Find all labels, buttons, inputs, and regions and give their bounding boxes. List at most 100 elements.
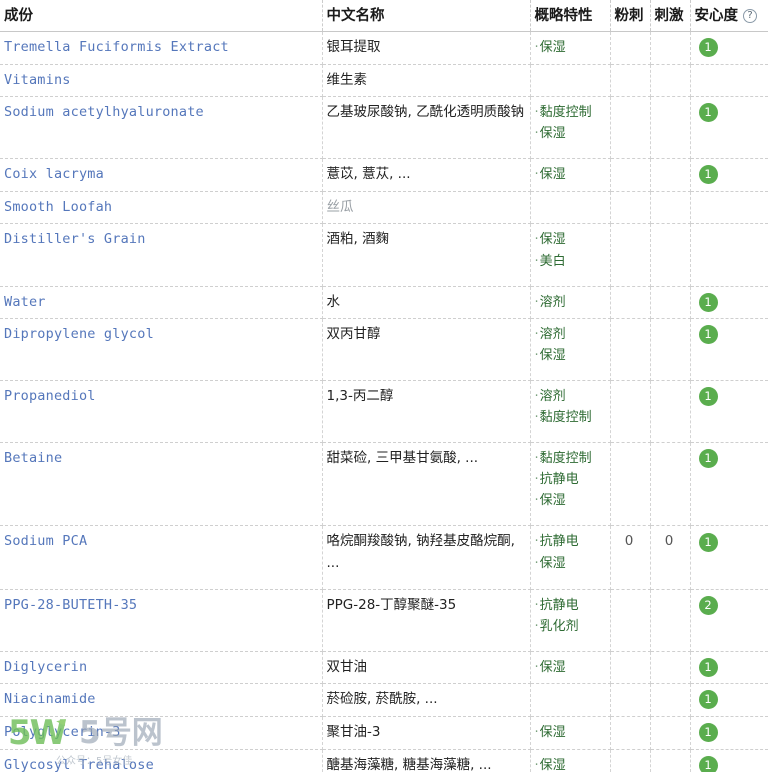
ingredient-link[interactable]: Tremella Fuciformis Extract: [4, 39, 229, 55]
cell-acne-score: [610, 651, 651, 685]
ingredient-link[interactable]: Niacinamide: [4, 691, 96, 708]
cell-ingredient: Smooth Loofah: [0, 191, 323, 225]
table-row: Sodium acetylhyaluronate 乙基玻尿酸钠, 乙酰化透明质酸钠…: [0, 96, 768, 160]
cell-irritation-score: [650, 651, 691, 685]
cell-safety-score: 1: [690, 318, 768, 382]
table-row: Niacinamide 菸硷胺, 菸酰胺, ... 1: [0, 683, 768, 717]
cell-acne-score: [610, 683, 651, 717]
safety-badge: 1: [698, 723, 718, 743]
safety-badge: 1: [698, 165, 718, 185]
cell-features: [530, 191, 611, 225]
feature-list: 保湿: [535, 722, 608, 743]
ingredient-link[interactable]: PPG-28-BUTETH-35: [4, 596, 138, 613]
cell-irritation-score: [650, 223, 691, 287]
ingredient-link[interactable]: Glycosyl Trehalose: [4, 756, 154, 772]
feature-item: 保湿: [535, 123, 608, 144]
cell-ingredient: Tremella Fuciformis Extract: [0, 31, 323, 65]
cell-acne-score: [610, 442, 651, 527]
cell-ingredient: Polyglycerin-3: [0, 716, 323, 750]
cell-ingredient: Coix lacryma: [0, 158, 323, 192]
cell-safety-score: 1: [690, 442, 768, 527]
chinese-name-text: 双甘油: [326, 658, 368, 675]
chinese-name-text: 乙基玻尿酸钠, 乙酰化透明质酸钠: [326, 104, 525, 121]
table-row: Vitamins 维生素: [0, 64, 768, 98]
ingredient-link[interactable]: Dipropylene glycol: [4, 326, 154, 343]
ingredient-link[interactable]: Sodium acetylhyaluronate: [4, 104, 204, 121]
cell-acne-score: [610, 96, 651, 160]
cell-safety-score: 1: [690, 749, 768, 772]
cell-ingredient: Distiller's Grain: [0, 223, 323, 287]
cell-safety-score: 1: [690, 651, 768, 685]
cell-acne-score: 0: [610, 525, 651, 590]
ingredient-link[interactable]: Distiller's Grain: [4, 231, 146, 248]
ingredient-link[interactable]: Water: [4, 293, 46, 310]
table-row: PPG-28-BUTETH-35 PPG-28-丁醇聚醚-35 抗静电乳化剂 2: [0, 589, 768, 652]
safety-badge: 1: [698, 449, 718, 469]
cell-chinese-name: 醣基海藻糖, 糖基海藻糖, ...: [322, 749, 531, 772]
cell-features: 溶剂: [530, 286, 611, 320]
table-row: Polyglycerin-3 聚甘油-3 保湿 1: [0, 716, 768, 750]
cell-acne-score: [610, 31, 651, 65]
chinese-name-text: 醣基海藻糖, 糖基海藻糖, ...: [326, 756, 492, 772]
cell-chinese-name: 1,3-丙二醇: [322, 380, 531, 444]
feature-item: 保湿: [535, 553, 608, 574]
ingredient-link[interactable]: Diglycerin: [4, 658, 88, 675]
cell-irritation-score: [650, 749, 691, 772]
table-row: Water 水 溶剂 1: [0, 286, 768, 320]
cell-features: 溶剂保湿: [530, 318, 611, 382]
help-icon[interactable]: ?: [743, 9, 757, 23]
cell-ingredient: Propanediol: [0, 380, 323, 444]
column-header-safety: 安心度?: [690, 0, 768, 32]
feature-item: 溶剂: [535, 386, 608, 407]
cell-safety-score: 1: [690, 380, 768, 444]
cell-safety-score: 1: [690, 525, 768, 590]
cell-features: 溶剂黏度控制: [530, 380, 611, 444]
cell-safety-score: 1: [690, 683, 768, 717]
cell-irritation-score: [650, 318, 691, 382]
feature-item: 美白: [535, 251, 608, 272]
cell-ingredient: Water: [0, 286, 323, 320]
ingredient-link[interactable]: Propanediol: [4, 388, 96, 405]
cell-acne-score: [610, 380, 651, 444]
feature-list: 溶剂保湿: [535, 324, 608, 366]
cell-safety-score: 1: [690, 716, 768, 750]
table-row: Smooth Loofah 丝瓜: [0, 191, 768, 225]
chinese-name-text: 聚甘油-3: [326, 723, 381, 740]
safety-badge: 2: [698, 595, 718, 615]
ingredient-link[interactable]: Vitamins: [4, 71, 71, 88]
ingredient-link[interactable]: Polyglycerin-3: [4, 723, 121, 740]
safety-badge: 1: [698, 325, 718, 345]
feature-list: 保湿: [535, 755, 608, 772]
cell-chinese-name: 水: [322, 286, 531, 320]
chinese-name-text: 丝瓜: [326, 198, 354, 215]
cell-chinese-name: 咯烷酮羧酸钠, 钠羟基皮酪烷酮, ...: [322, 525, 531, 590]
cell-features: [530, 64, 611, 98]
cell-ingredient: Dipropylene glycol: [0, 318, 323, 382]
feature-item: 抗静电: [535, 469, 608, 490]
feature-item: 黏度控制: [535, 407, 608, 428]
cell-features: 保湿: [530, 651, 611, 685]
chinese-name-text: 维生素: [326, 71, 368, 88]
table-row: Glycosyl Trehalose 醣基海藻糖, 糖基海藻糖, ... 保湿 1: [0, 749, 768, 772]
ingredient-link[interactable]: Coix lacryma: [4, 166, 104, 183]
cell-features: 保湿: [530, 716, 611, 750]
safety-badge: 1: [698, 38, 718, 58]
feature-list: 抗静电保湿: [535, 531, 608, 573]
cell-irritation-score: [650, 716, 691, 750]
cell-acne-score: [610, 749, 651, 772]
ingredient-link[interactable]: Sodium PCA: [4, 533, 88, 550]
cell-ingredient: PPG-28-BUTETH-35: [0, 589, 323, 652]
ingredient-link[interactable]: Smooth Loofah: [4, 198, 113, 215]
chinese-name-text: 甜菜硷, 三甲基甘氨酸, ...: [326, 450, 479, 467]
cell-safety-score: [690, 64, 768, 98]
feature-item: 保湿: [535, 722, 608, 743]
feature-item: 保湿: [535, 345, 608, 366]
cell-ingredient: Betaine: [0, 442, 323, 527]
safety-badge: 1: [698, 532, 718, 552]
safety-badge: 1: [698, 690, 718, 710]
ingredient-link[interactable]: Betaine: [4, 450, 63, 467]
feature-list: 保湿: [535, 37, 608, 58]
feature-item: 溶剂: [535, 292, 608, 313]
chinese-name-text: 1,3-丙二醇: [326, 388, 394, 405]
